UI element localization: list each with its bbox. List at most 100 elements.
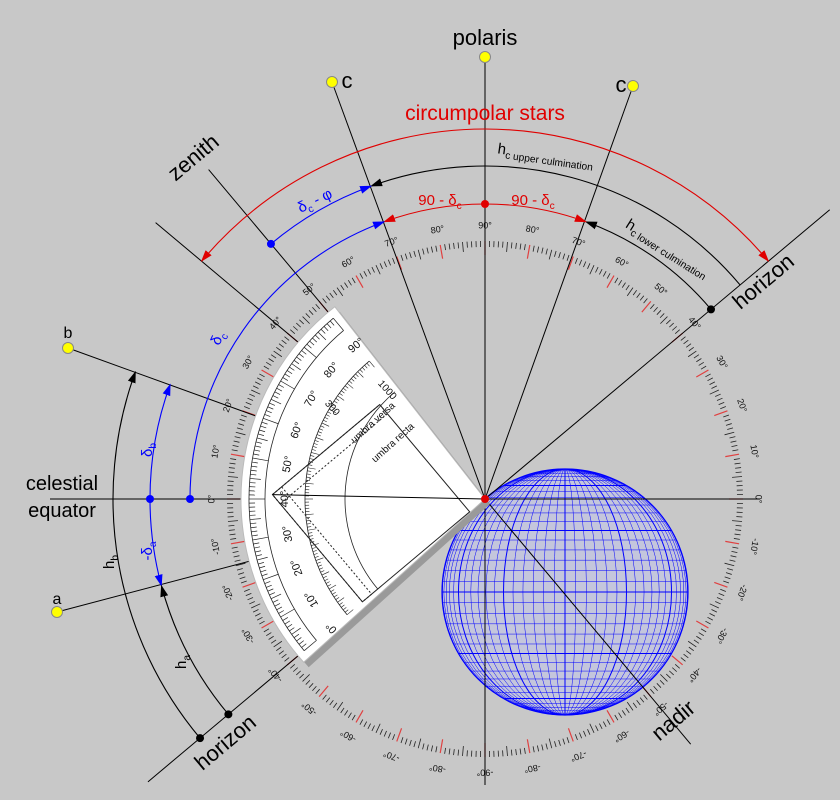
angle-arc bbox=[112, 370, 201, 739]
quadrant-tick bbox=[269, 592, 276, 596]
scale-tick bbox=[714, 581, 728, 588]
point bbox=[146, 495, 154, 503]
angle-arc bbox=[584, 221, 712, 310]
scale-tick bbox=[625, 707, 630, 714]
scale-tick bbox=[273, 350, 283, 358]
quadrant-tick bbox=[341, 604, 345, 608]
scale-tick bbox=[618, 279, 623, 286]
quadrant-tick bbox=[310, 455, 315, 457]
scale-tick bbox=[709, 613, 716, 617]
scale-tick bbox=[729, 559, 736, 562]
scale-tick bbox=[606, 273, 611, 279]
annotation-part: h bbox=[101, 561, 118, 569]
quadrant-tick bbox=[249, 478, 261, 480]
scale-tick bbox=[333, 702, 338, 708]
scale-tick bbox=[698, 361, 705, 366]
scale-tick bbox=[680, 336, 686, 341]
quadrant-tick bbox=[346, 609, 354, 615]
quadrant-tick bbox=[303, 640, 317, 651]
scale-tick bbox=[583, 261, 587, 268]
quadrant-tick bbox=[311, 547, 316, 549]
scale-tick bbox=[660, 674, 668, 682]
scale-tick bbox=[462, 746, 464, 757]
scale-tick bbox=[453, 749, 455, 756]
scale-tick bbox=[396, 728, 403, 742]
scale-tick bbox=[688, 347, 694, 352]
scale-tick bbox=[375, 723, 381, 733]
scale-tick bbox=[537, 745, 540, 752]
scale-tick bbox=[683, 339, 689, 345]
scale-tick bbox=[626, 701, 634, 711]
scale-tick bbox=[566, 737, 570, 744]
quadrant-tick bbox=[369, 360, 375, 368]
quadrant-tick bbox=[255, 554, 262, 557]
scale-tick bbox=[715, 393, 721, 397]
quadrant-tick bbox=[266, 584, 272, 588]
scale-tick bbox=[251, 389, 261, 395]
scale-tick bbox=[232, 551, 239, 554]
scale-tick bbox=[606, 710, 615, 723]
point bbox=[627, 80, 639, 92]
scale-tick bbox=[312, 307, 317, 312]
quadrant-tick bbox=[325, 414, 330, 417]
scale-tick bbox=[562, 738, 566, 745]
angle-arc bbox=[149, 383, 171, 500]
scale-tick bbox=[709, 381, 716, 385]
scale-tick bbox=[643, 298, 648, 304]
scale-tick bbox=[351, 277, 356, 284]
scale-tick bbox=[718, 401, 725, 405]
scale-tick bbox=[636, 292, 641, 298]
scale-tick bbox=[249, 601, 255, 605]
scale-tick bbox=[299, 673, 305, 679]
scale-tick bbox=[344, 282, 349, 288]
scale-tick bbox=[242, 581, 256, 588]
scale-tick bbox=[674, 664, 680, 669]
quadrant-body bbox=[240, 306, 486, 663]
quadrant-tick bbox=[313, 443, 318, 445]
annotation-part: a bbox=[182, 655, 193, 661]
quadrant-tick bbox=[254, 445, 261, 448]
quadrant-tick bbox=[308, 535, 313, 537]
annotation-part: c bbox=[457, 201, 462, 212]
scale-tick bbox=[245, 593, 252, 597]
quadrant-tick bbox=[314, 440, 319, 442]
annotation-part: 90 - δ bbox=[418, 192, 456, 209]
scale-tick bbox=[641, 300, 652, 313]
scale-tick bbox=[457, 242, 460, 249]
scale-tick bbox=[340, 284, 345, 291]
scale-tick bbox=[632, 290, 637, 296]
scale-tick bbox=[268, 358, 274, 363]
scale-tick bbox=[526, 739, 531, 754]
quadrant-tick bbox=[330, 406, 335, 409]
scale-tick bbox=[243, 588, 250, 592]
point bbox=[706, 305, 715, 314]
scale-tick bbox=[731, 444, 738, 447]
scale-tick bbox=[653, 307, 658, 312]
scale-label: 20° bbox=[735, 397, 749, 414]
scale-tick bbox=[524, 747, 526, 754]
scale-tick bbox=[347, 712, 352, 719]
scale-tick bbox=[252, 609, 259, 613]
annotation-part: h bbox=[173, 661, 190, 669]
annotation-part: -δ bbox=[139, 547, 156, 560]
quadrant-tick bbox=[330, 589, 335, 592]
scale-tick bbox=[700, 365, 707, 370]
scale-label: 80° bbox=[525, 223, 541, 235]
quadrant-tick bbox=[276, 387, 283, 392]
scale-tick bbox=[296, 670, 301, 676]
scale-tick bbox=[232, 444, 239, 447]
scale-tick bbox=[240, 580, 247, 584]
quadrant-tick bbox=[256, 437, 268, 442]
quadrant-tick bbox=[333, 400, 338, 404]
quadrant-tick bbox=[333, 594, 338, 598]
scale-tick bbox=[653, 686, 658, 691]
scale-tick bbox=[711, 385, 718, 389]
quadrant-tick bbox=[286, 370, 293, 375]
scale-tick bbox=[404, 738, 408, 745]
scale-tick bbox=[268, 635, 274, 640]
scale-tick bbox=[686, 343, 692, 348]
scale-tick bbox=[715, 601, 721, 605]
scale-tick bbox=[656, 310, 662, 315]
scale-tick bbox=[707, 377, 713, 382]
scale-tick bbox=[688, 646, 694, 651]
